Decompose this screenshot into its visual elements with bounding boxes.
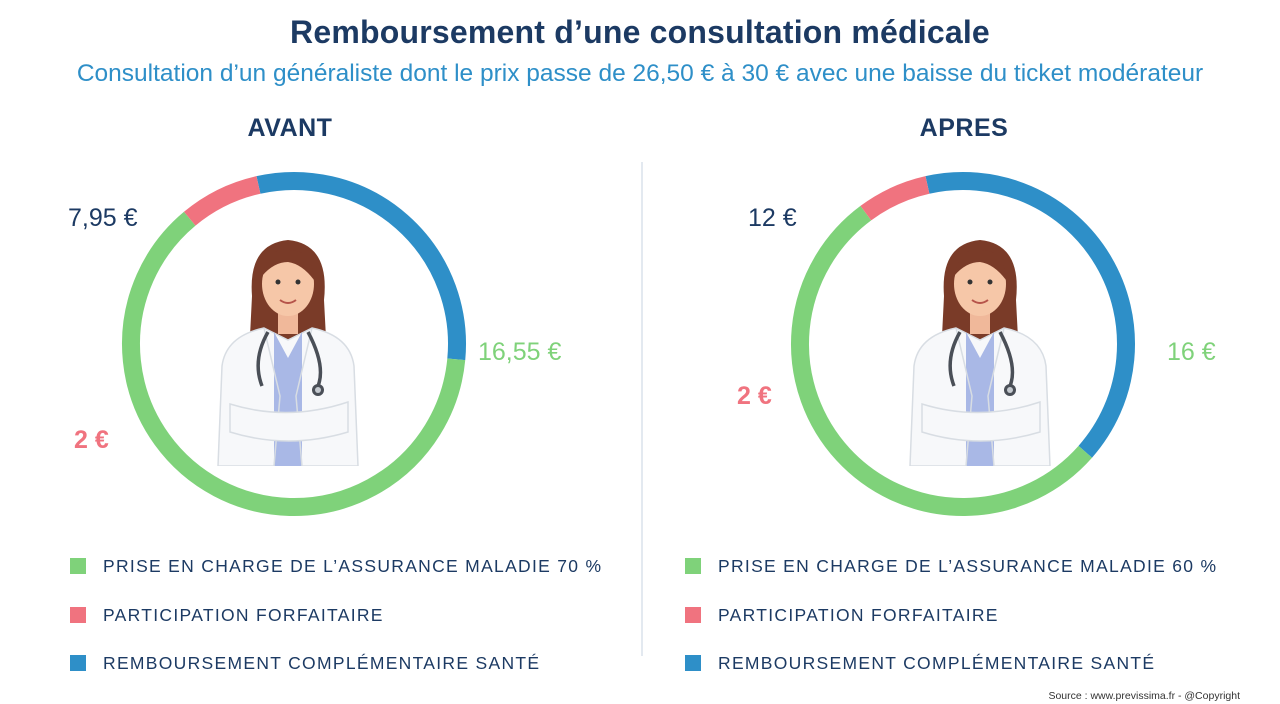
legend-item: PARTICIPATION FORFAITAIRE (70, 603, 384, 627)
value-label-apres-blue: 12 € (748, 204, 797, 232)
value-label-avant-red: 2 € (74, 426, 109, 454)
donut-segment-red (183, 176, 261, 226)
legend-swatch-red (685, 607, 701, 623)
legend-swatch-red (70, 607, 86, 623)
legend-item: PRISE EN CHARGE DE L’ASSURANCE MALADIE 6… (685, 554, 1217, 578)
donut-chart-avant (122, 172, 466, 516)
legend-swatch-blue (685, 655, 701, 671)
legend-swatch-green (70, 558, 86, 574)
legend-label: REMBOURSEMENT COMPLÉMENTAIRE SANTÉ (103, 652, 541, 673)
page-title: Remboursement d’une consultation médical… (290, 14, 990, 50)
donut-segment-green (122, 211, 466, 516)
donut-segment-blue (925, 172, 1135, 458)
legend-label: REMBOURSEMENT COMPLÉMENTAIRE SANTÉ (718, 652, 1156, 673)
value-label-apres-green: 16 € (1167, 338, 1216, 366)
legend-item: REMBOURSEMENT COMPLÉMENTAIRE SANTÉ (685, 651, 1155, 675)
legend-item: PARTICIPATION FORFAITAIRE (685, 603, 999, 627)
chart-title-avant: AVANT (247, 114, 333, 142)
legend-swatch-green (685, 558, 701, 574)
page-subtitle: Consultation d’un généraliste dont le pr… (76, 60, 1204, 87)
chart-title-apres: APRES (919, 114, 1009, 142)
doctor-illustration (208, 236, 368, 471)
legend-item: REMBOURSEMENT COMPLÉMENTAIRE SANTÉ (70, 651, 540, 675)
value-label-apres-red: 2 € (737, 382, 772, 410)
legend-label: PARTICIPATION FORFAITAIRE (718, 604, 999, 625)
legend-label: PRISE EN CHARGE DE L’ASSURANCE MALADIE 6… (718, 555, 1218, 576)
value-label-avant-blue: 7,95 € (68, 204, 138, 232)
donut-segment-red (860, 176, 930, 221)
panel-divider (641, 162, 643, 656)
chart-panel-apres: APRES 12 € 16 € 2 € PRISE EN CHARGE DE (640, 110, 1240, 690)
donut-chart-apres (791, 172, 1135, 516)
source-credit: Source : www.previssima.fr - @Copyright (1048, 690, 1240, 702)
legend-label: PARTICIPATION FORFAITAIRE (103, 604, 384, 625)
chart-panel-avant: AVANT 7,95 € 16,55 € 2 € PRISE EN CHARG (0, 110, 602, 690)
legend-swatch-blue (70, 655, 86, 671)
legend-label: PRISE EN CHARGE DE L’ASSURANCE MALADIE 7… (103, 555, 603, 576)
doctor-illustration (900, 236, 1060, 471)
donut-segment-blue (256, 172, 466, 361)
donut-segment-green (791, 205, 1093, 516)
legend-item: PRISE EN CHARGE DE L’ASSURANCE MALADIE 7… (70, 554, 602, 578)
value-label-avant-green: 16,55 € (478, 338, 562, 366)
